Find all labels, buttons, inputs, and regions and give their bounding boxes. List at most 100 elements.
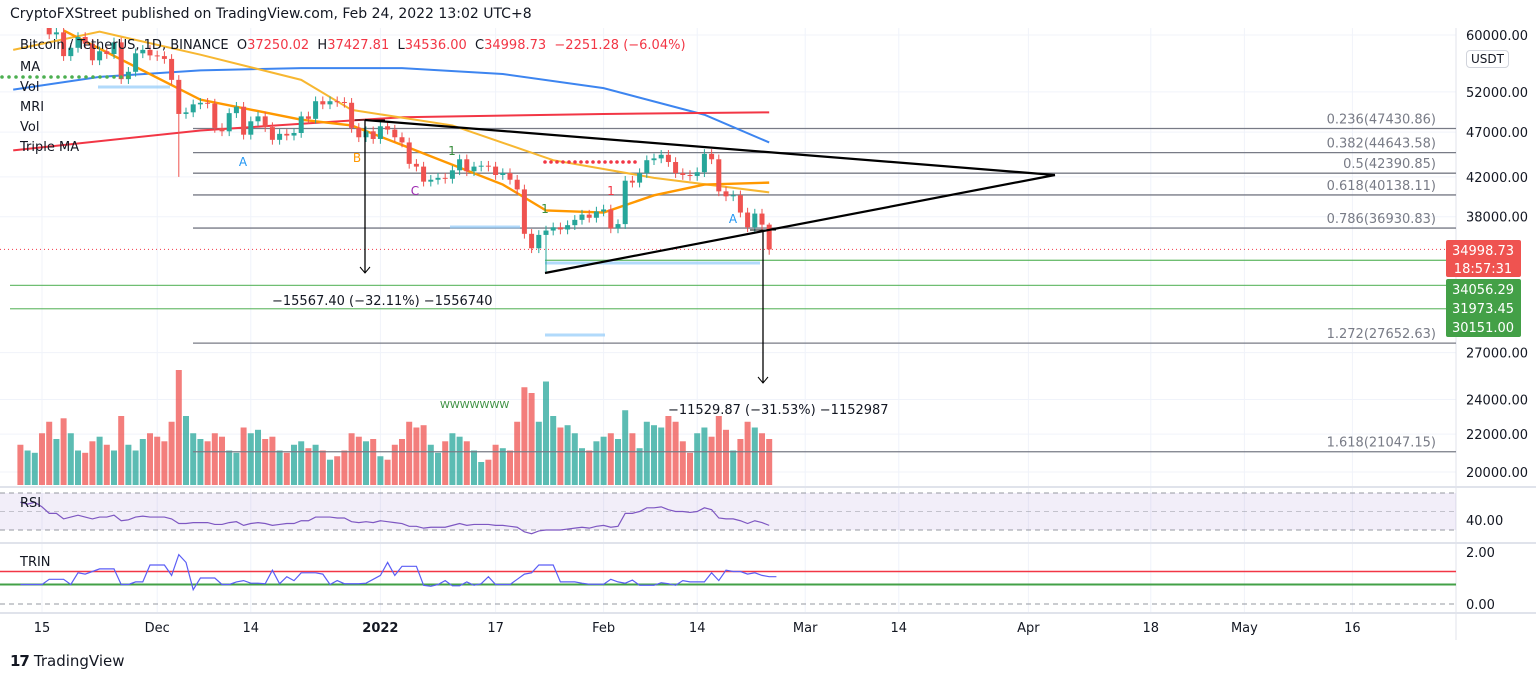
- volume-bar: [593, 441, 600, 485]
- volume-bar: [269, 436, 276, 485]
- signal-dot: [49, 75, 53, 79]
- candle-body: [190, 104, 196, 113]
- volume-bar: [125, 444, 132, 485]
- candle-body: [745, 212, 751, 228]
- volume-bar: [636, 448, 643, 485]
- volume-bar: [607, 433, 614, 485]
- signal-dot: [549, 160, 553, 164]
- candle-body: [665, 154, 671, 163]
- indicator-vol-2[interactable]: Vol: [20, 120, 40, 135]
- indicator-mri[interactable]: MRI: [20, 100, 45, 115]
- candle-body: [61, 32, 67, 57]
- volume-bar: [435, 452, 441, 485]
- volume-bar: [154, 436, 161, 485]
- signal-dot: [7, 75, 11, 79]
- volume-bar: [449, 433, 456, 485]
- volume-bar: [744, 421, 751, 485]
- signal-dot: [126, 75, 130, 79]
- volume-bar: [283, 452, 290, 485]
- candle-body: [413, 163, 419, 167]
- candle-body: [521, 189, 527, 234]
- volume-bar: [528, 393, 535, 485]
- candle-body: [392, 129, 398, 138]
- price-axis-label: 47000.00: [1466, 126, 1528, 141]
- indicator-ma[interactable]: MA: [20, 60, 41, 75]
- time-axis-label: 16: [1344, 621, 1361, 636]
- highlight-zone: [98, 85, 170, 89]
- candle-body: [421, 166, 427, 182]
- volume-bar: [147, 433, 153, 485]
- signal-dot: [42, 75, 46, 79]
- rsi-pane-label[interactable]: RSI: [20, 496, 42, 511]
- close-value: 34998.73: [484, 38, 547, 53]
- indicator-vol[interactable]: Vol: [20, 80, 40, 95]
- volume-bar: [132, 450, 139, 485]
- volume-bar: [463, 441, 470, 485]
- volume-bar: [427, 444, 434, 485]
- volume-bar: [298, 441, 305, 485]
- volume-bar: [543, 381, 549, 485]
- change-value: −2251.28 (−6.04%): [554, 38, 686, 53]
- candle-body: [579, 214, 585, 220]
- volume-bar: [586, 450, 593, 485]
- candle-body: [82, 36, 88, 44]
- candle-body: [442, 177, 448, 179]
- signal-dot: [615, 160, 619, 164]
- volume-bar: [31, 452, 38, 485]
- signal-dot: [573, 160, 577, 164]
- volume-bar: [391, 444, 398, 485]
- tv-logo-icon: 17: [10, 652, 30, 670]
- volume-bar: [233, 452, 240, 485]
- indicator-triple-ma[interactable]: Triple MA: [20, 140, 80, 155]
- candle-body: [269, 127, 275, 140]
- candle-body: [529, 233, 535, 249]
- fib-level-label: 1.272(27652.63): [1327, 327, 1436, 342]
- volume-bar: [737, 439, 744, 485]
- candle-body: [493, 166, 499, 176]
- candle-body: [154, 55, 160, 57]
- publish-info: CryptoFXStreet published on TradingView.…: [10, 6, 532, 22]
- candle-body: [277, 133, 283, 140]
- candle-body: [536, 234, 542, 249]
- currency-badge[interactable]: USDT: [1466, 50, 1509, 68]
- symbol-name: Bitcoin / TetherUS, 1D, BINANCE: [20, 38, 229, 53]
- price-axis-label: 38000.00: [1466, 211, 1528, 226]
- candle-body: [284, 133, 290, 136]
- volume-bar: [226, 450, 233, 485]
- candle-body: [694, 172, 700, 176]
- signal-dot: [591, 160, 595, 164]
- candle-body: [183, 112, 189, 114]
- signal-dot: [91, 75, 95, 79]
- volume-bar: [521, 387, 528, 485]
- signal-dot: [28, 75, 32, 79]
- volume-bar: [139, 439, 146, 485]
- tradingview-logo[interactable]: 17 TradingView: [10, 652, 125, 670]
- volume-bar: [564, 425, 571, 485]
- volume-bar: [175, 370, 182, 485]
- candle-body: [399, 137, 405, 143]
- volume-bar: [456, 436, 463, 485]
- moving-average-line: [12, 30, 770, 194]
- trin-axis-label: 2.00: [1466, 546, 1495, 561]
- volume-bar: [75, 450, 81, 485]
- volume-bar: [312, 444, 319, 485]
- candle-body: [233, 106, 239, 114]
- candle-body: [601, 209, 607, 212]
- volume-bar: [399, 439, 405, 485]
- trin-pane-label[interactable]: TRIN: [20, 555, 51, 570]
- high-value: 37427.81: [327, 38, 390, 53]
- volume-bar: [679, 441, 686, 485]
- signal-dot: [633, 160, 637, 164]
- candle-body: [133, 53, 139, 72]
- time-axis-label: 14: [689, 621, 706, 636]
- signal-dot: [77, 75, 81, 79]
- symbol-legend[interactable]: Bitcoin / TetherUS, 1D, BINANCE O37250.0…: [20, 38, 686, 54]
- rsi-axis-label: 40.00: [1466, 514, 1503, 529]
- price-axis-label: 42000.00: [1466, 171, 1528, 186]
- candle-body: [298, 116, 304, 133]
- pattern-label: WWWWWWW: [440, 400, 509, 411]
- volume-bar: [701, 427, 708, 485]
- candle-body: [305, 116, 311, 119]
